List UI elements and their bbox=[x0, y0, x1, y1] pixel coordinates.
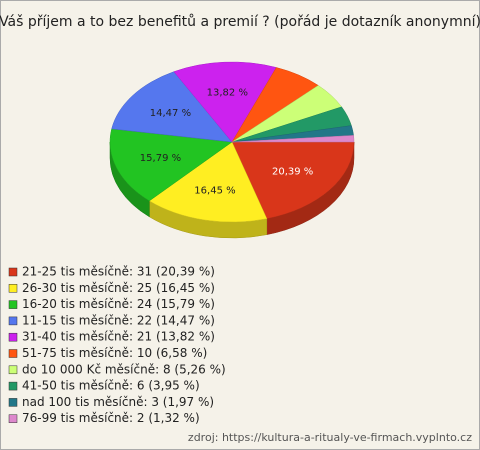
slice-label: 20,39 % bbox=[272, 167, 313, 178]
legend-label: do 10 000 Kč měsíčně: 8 (5,26 %) bbox=[22, 362, 226, 376]
slice bbox=[231, 141, 355, 219]
legend-swatch bbox=[8, 398, 18, 407]
slice-label: 15,79 % bbox=[140, 153, 181, 164]
legend-label: 76-99 tis měsíčně: 2 (1,32 %) bbox=[22, 411, 200, 425]
legend-swatch bbox=[8, 267, 18, 277]
legend-label: nad 100 tis měsíčně: 3 (1,97 %) bbox=[22, 395, 214, 409]
legend-label: 31-40 tis měsíčně: 21 (13,82 %) bbox=[22, 330, 215, 344]
legend-label: 41-50 tis měsíčně: 6 (3,95 %) bbox=[22, 379, 200, 393]
slice bbox=[109, 128, 233, 202]
slice-label: 16,45 % bbox=[194, 185, 235, 196]
slice-label: 13,82 % bbox=[207, 87, 248, 98]
slice bbox=[148, 141, 268, 223]
slice bbox=[231, 135, 355, 143]
chart-title: Váš příjem a to bez benefitů a premií ? … bbox=[0, 14, 480, 30]
legend-swatch bbox=[8, 300, 18, 309]
legend-swatch bbox=[8, 365, 18, 375]
slice bbox=[173, 61, 277, 143]
legend-label: 11-15 tis měsíčně: 22 (14,47 %) bbox=[22, 313, 215, 327]
legend-swatch bbox=[8, 381, 18, 391]
legend-swatch bbox=[8, 414, 18, 423]
source: zdroj: https://kultura-a-ritualy-ve-firm… bbox=[188, 431, 472, 444]
legend-swatch bbox=[8, 284, 18, 293]
legend-label: 21-25 tis měsíčně: 31 (20,39 %) bbox=[22, 265, 215, 279]
legend-swatch bbox=[8, 316, 18, 326]
slice-label: 14,47 % bbox=[150, 108, 191, 119]
legend-swatch bbox=[8, 332, 18, 342]
legend-swatch bbox=[8, 349, 18, 358]
slice bbox=[111, 71, 233, 143]
legend-label: 16-20 tis měsíčně: 24 (15,79 %) bbox=[22, 297, 215, 311]
legend-label: 26-30 tis měsíčně: 25 (16,45 %) bbox=[22, 281, 215, 295]
legend-label: 51-75 tis měsíčně: 10 (6,58 %) bbox=[22, 346, 207, 360]
